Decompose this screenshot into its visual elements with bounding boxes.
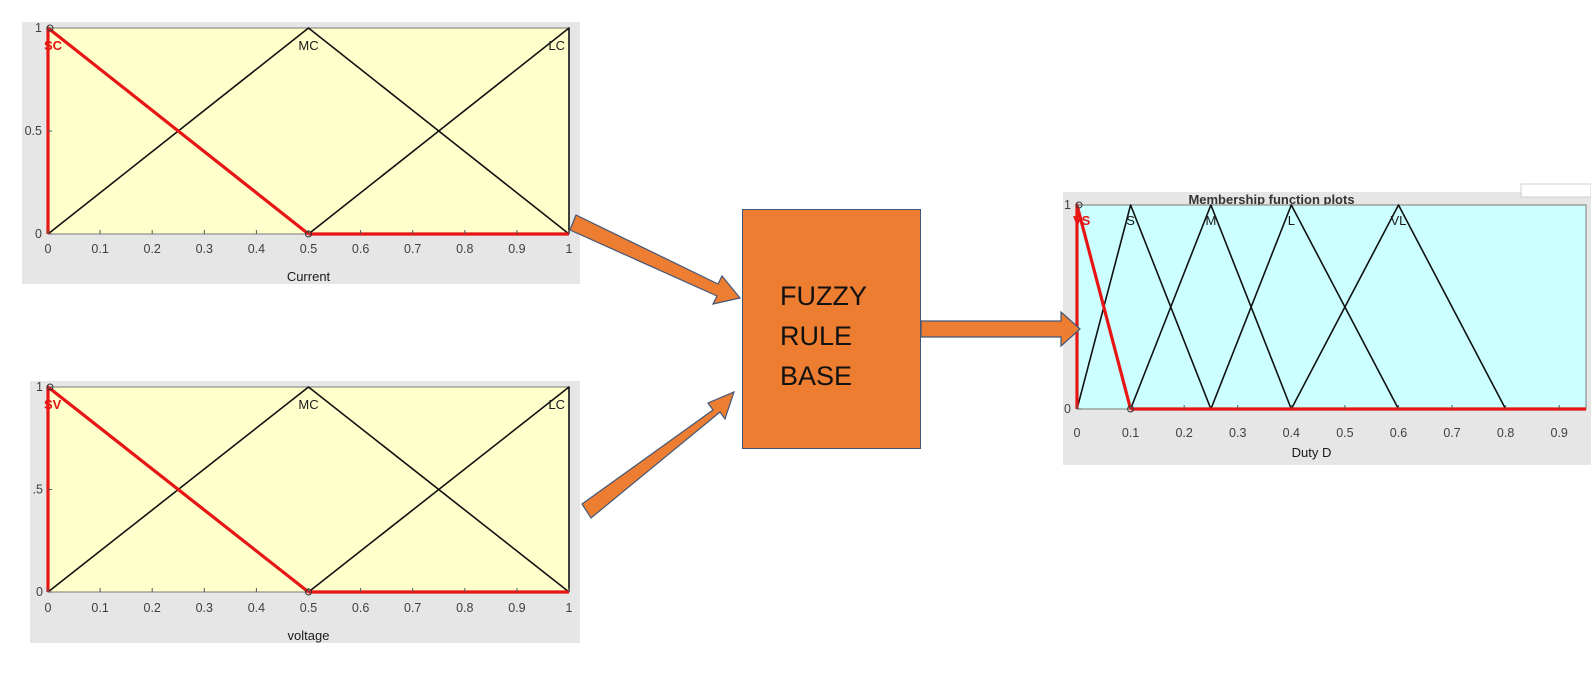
x-tick-label: 0.1 — [1122, 426, 1139, 440]
mf-handle — [46, 383, 54, 391]
fuzzy-label-line-3: BASE — [780, 361, 853, 391]
voltage-plot-canvas: SV MC LC0 0.1 0.2 0.3 0.4 0.5 0.6 0.7 0.8 0.9 10.51v… — [33, 380, 573, 643]
x-tick-label: 0.9 — [508, 242, 525, 256]
mf-line-m — [1129, 204, 1293, 410]
x-tick-label: 0.5 — [1336, 426, 1353, 440]
x-tick-label: 0.4 — [248, 601, 265, 615]
mf-label-m: M — [1206, 213, 1217, 228]
arrow-current-to-rules — [569, 214, 742, 305]
x-tick-label: 0.5 — [300, 601, 317, 615]
mf-line-mc — [47, 386, 570, 593]
x-tick-label: 0.9 — [508, 601, 525, 615]
x-tick-label: 0.2 — [144, 601, 161, 615]
x-tick-label: 0.7 — [1443, 426, 1460, 440]
title-box — [1520, 183, 1591, 198]
y-tick-label: 0 — [36, 585, 43, 599]
mf-handle — [46, 24, 54, 32]
x-tick-label: 0.3 — [1229, 426, 1246, 440]
y-tick-label: 1 — [1064, 198, 1071, 212]
x-tick-label: 0.3 — [196, 601, 213, 615]
x-tick-label: 1 — [566, 601, 573, 615]
x-tick-label: 0 — [1074, 426, 1081, 440]
mf-line-mc — [47, 27, 570, 235]
duty-membership-plot: Membership function plots VS S M L VL 0 0.1 0.2 0… — [1063, 172, 1591, 465]
arrow-rules-to-duty — [920, 310, 1081, 348]
y-tick-label: 1 — [36, 380, 43, 394]
mf-line-s — [1076, 204, 1212, 410]
fuzzy-label-line-1: FUZZY — [780, 281, 867, 311]
current-membership-plot: SC MC LC 0 0.1 0.2 0.3 0.4 0.5 0.6 0.7 0.8 0.9 1 0 0.5 1… — [22, 21, 580, 284]
plot-area — [1076, 204, 1587, 410]
mf-label-mc: MC — [298, 397, 318, 412]
mf-label-sc: SC — [44, 38, 63, 53]
current-plot-canvas: SC MC LC 0 0.1 0.2 0.3 0.4 0.5 0.6 0.7 0.8 0.9 1 0 0.5 1… — [25, 21, 573, 284]
x-axis-label: Current — [287, 269, 331, 284]
chart-title: Membership function plots — [1188, 192, 1354, 207]
mf-label-mc: MC — [298, 38, 318, 53]
x-tick-label: 0.1 — [91, 601, 108, 615]
x-tick-label: 0.2 — [144, 242, 161, 256]
x-tick-label: 0.4 — [1283, 426, 1300, 440]
voltage-membership-plot: SV MC LC 0 0.1 0.2 0.3 0.4 0.5 0.6 0.7 0.8 0.9 1 0.5 1 v… — [30, 380, 580, 643]
x-tick-label: 0.6 — [352, 601, 369, 615]
x-tick-label: 0.3 — [196, 242, 213, 256]
mf-label-vl: VL — [1391, 213, 1407, 228]
plot-area — [47, 386, 570, 593]
mf-label-sv: SV — [44, 397, 62, 412]
mf-line-l — [1210, 204, 1400, 410]
y-tick-label: 0 — [1064, 402, 1071, 416]
x-tick-label: 0 — [45, 242, 52, 256]
plot-area — [47, 27, 570, 235]
x-tick-label: 0.5 — [300, 242, 317, 256]
fuzzy-label-line-2: RULE — [780, 321, 853, 351]
mf-line-vl — [1290, 204, 1507, 410]
mf-line-lc — [308, 27, 570, 235]
x-tick-label: 0.6 — [1390, 426, 1407, 440]
x-tick-label: 0.9 — [1551, 426, 1568, 440]
x-tick-label: 0.2 — [1175, 426, 1192, 440]
x-axis-label: voltage — [288, 628, 330, 643]
x-tick-label: 0.7 — [404, 242, 421, 256]
fuzzy-rule-base-block: FUZZY RULE BASE — [742, 209, 921, 449]
fuzzy-rule-base-label: FUZZY RULE BASE — [780, 276, 867, 396]
mf-label-lc: LC — [548, 397, 565, 412]
x-tick-label: 1 — [566, 242, 573, 256]
title-mask — [1063, 172, 1591, 186]
mf-label-l: L — [1288, 213, 1295, 228]
x-tick-label: 0.7 — [404, 601, 421, 615]
y-tick-label: 0.5 — [25, 124, 42, 138]
duty-plot-canvas: Membership function plots VS S M L VL 0 0.1 0.2 0… — [1063, 172, 1591, 460]
x-tick-label: 0.1 — [91, 242, 108, 256]
y-tick-label: 1 — [35, 21, 42, 35]
arrow-voltage-to-rules — [581, 390, 735, 519]
x-tick-label: 0.6 — [352, 242, 369, 256]
mf-label-lc: LC — [548, 38, 565, 53]
x-tick-label: 0.4 — [248, 242, 265, 256]
y-tick-label: .5 — [33, 483, 43, 497]
x-tick-label: 0.8 — [456, 601, 473, 615]
x-tick-label: 0.8 — [1497, 426, 1514, 440]
mf-label-vs: VS — [1073, 213, 1091, 228]
x-tick-label: 0.8 — [456, 242, 473, 256]
x-axis-label: Duty D — [1292, 445, 1332, 460]
mf-line-lc — [308, 386, 570, 593]
mf-handle — [1075, 201, 1083, 209]
y-tick-label: 0 — [35, 227, 42, 241]
x-tick-label: 0 — [45, 601, 52, 615]
mf-label-s: S — [1126, 213, 1135, 228]
